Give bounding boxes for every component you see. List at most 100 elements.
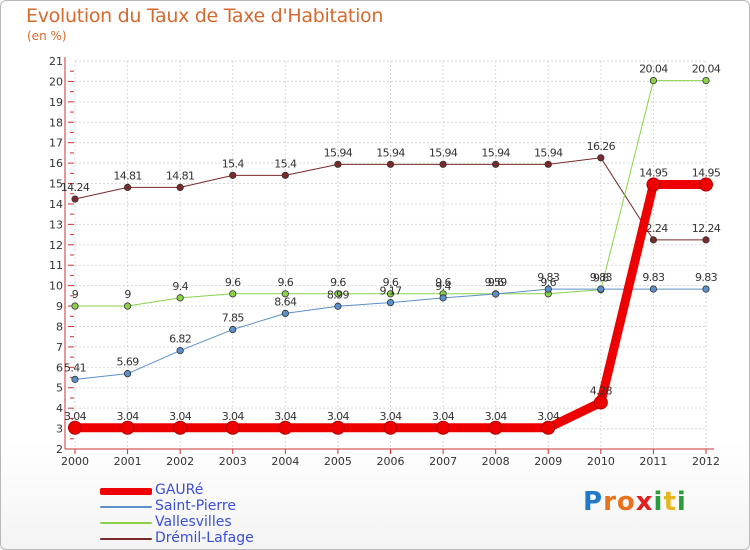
data-point	[176, 294, 184, 302]
data-point	[597, 154, 605, 162]
data-point	[541, 420, 556, 435]
data-label: 12.24	[692, 222, 721, 235]
data-point	[71, 375, 79, 383]
data-label: 5.41	[64, 361, 86, 374]
data-label: 14.24	[61, 181, 90, 194]
data-point	[281, 290, 289, 298]
data-point	[68, 420, 82, 435]
data-label: 9.83	[695, 271, 718, 284]
y-tick-label: 12	[49, 239, 63, 252]
data-point	[229, 325, 237, 334]
data-label: 14.95	[639, 167, 668, 180]
data-point	[334, 302, 342, 310]
data-label: 5.69	[117, 356, 140, 369]
data-point	[334, 290, 342, 298]
data-label: 8.64	[274, 295, 297, 308]
y-tick-label: 17	[49, 137, 63, 150]
logo-letter: o	[616, 487, 636, 517]
data-label: 3.04	[432, 410, 455, 423]
logo-letter: P	[583, 487, 604, 517]
x-tick-label: 2006	[377, 455, 405, 468]
legend-item-dremil-lafage: Drémil-Lafage	[100, 530, 300, 547]
y-tick-label: 21	[49, 55, 63, 68]
data-label: 9.59	[485, 276, 508, 289]
data-point	[229, 171, 237, 179]
y-tick-label: 19	[49, 96, 63, 109]
data-point	[120, 420, 135, 435]
legend-label-saint-pierre: Saint-Pierre	[155, 498, 236, 514]
data-label: 9.6	[277, 276, 293, 289]
legend-item-vallesvilles: Vallesvilles	[100, 514, 300, 531]
y-tick-label: 9	[56, 300, 63, 313]
x-tick-label: 2005	[324, 455, 352, 468]
logo-letter: r	[603, 487, 617, 517]
data-label: 15.94	[481, 146, 510, 159]
data-point	[544, 285, 552, 293]
data-point	[123, 370, 132, 378]
data-label: 15.4	[274, 157, 297, 170]
data-label: 9.17	[379, 285, 402, 298]
x-tick-label: 2000	[61, 455, 89, 468]
data-label: 15.94	[376, 146, 405, 159]
data-label: 8.99	[327, 288, 350, 301]
data-point	[436, 420, 451, 435]
data-label: 9.83	[642, 271, 665, 284]
y-tick-label: 3	[56, 423, 63, 436]
y-tick-label: 7	[56, 341, 63, 354]
data-point	[649, 285, 658, 293]
legend-label-gaure: GAURé	[155, 482, 204, 498]
data-point	[225, 420, 240, 435]
data-label: 9	[72, 288, 79, 301]
legend-item-gaure: GAURé	[100, 482, 300, 499]
data-label: 15.94	[324, 146, 353, 159]
data-point	[176, 346, 184, 355]
legend-swatch-gaure	[100, 488, 152, 495]
data-label: 9.6	[540, 276, 556, 289]
data-label: 14.95	[692, 167, 721, 180]
x-tick-label: 2009	[534, 455, 562, 468]
y-tick-label: 13	[49, 218, 63, 231]
data-label: 9.83	[590, 271, 613, 284]
y-tick-label: 16	[49, 157, 63, 170]
data-point	[488, 420, 503, 435]
x-tick-label: 2003	[219, 455, 247, 468]
data-point	[386, 160, 395, 168]
data-point	[439, 160, 447, 168]
data-label: 4.28	[590, 384, 613, 397]
y-tick-label: 11	[49, 259, 63, 272]
data-point	[649, 236, 658, 244]
data-point	[597, 285, 605, 293]
data-point	[383, 420, 398, 435]
data-label: 3.04	[117, 410, 140, 423]
y-tick-label: 8	[56, 320, 63, 333]
data-point	[173, 420, 188, 435]
data-label: 20.04	[692, 63, 721, 76]
x-tick-label: 2008	[482, 455, 510, 468]
data-point	[176, 183, 184, 192]
legend-label-dremil-lafage: Drémil-Lafage	[155, 530, 254, 546]
data-label: 9.6	[383, 276, 399, 289]
data-label: 16.26	[587, 140, 616, 153]
data-point	[593, 395, 608, 410]
data-point	[123, 183, 132, 192]
data-point	[646, 177, 661, 192]
data-point	[649, 77, 658, 85]
data-label: 15.94	[534, 146, 563, 159]
data-point	[281, 309, 289, 318]
data-label: 3.04	[222, 410, 245, 423]
data-point	[702, 285, 710, 293]
data-label: 9.6	[225, 276, 241, 289]
y-tick-label: 6	[56, 361, 63, 374]
data-point	[699, 177, 713, 192]
data-label: 3.04	[274, 410, 297, 423]
y-tick-label: 15	[49, 178, 63, 191]
y-tick-label: 20	[49, 75, 63, 88]
chart-title: Evolution du Taux de Taxe d'Habitation	[26, 5, 384, 27]
data-label: 9.8	[593, 272, 609, 285]
data-label: 9.4	[172, 280, 188, 293]
legend-item-saint-pierre: Saint-Pierre	[100, 498, 300, 515]
data-label: 15.4	[222, 157, 245, 170]
data-point	[702, 236, 710, 244]
chart-unit-label: (en %)	[27, 29, 67, 43]
